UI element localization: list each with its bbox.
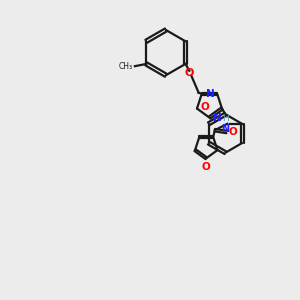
Text: H: H bbox=[222, 114, 229, 123]
Text: CH₃: CH₃ bbox=[119, 62, 133, 71]
Text: N: N bbox=[206, 89, 214, 99]
Text: O: O bbox=[185, 68, 194, 78]
Text: O: O bbox=[229, 127, 237, 137]
Text: N: N bbox=[221, 124, 229, 134]
Text: O: O bbox=[200, 102, 209, 112]
Text: O: O bbox=[202, 162, 210, 172]
Text: N: N bbox=[213, 112, 221, 123]
